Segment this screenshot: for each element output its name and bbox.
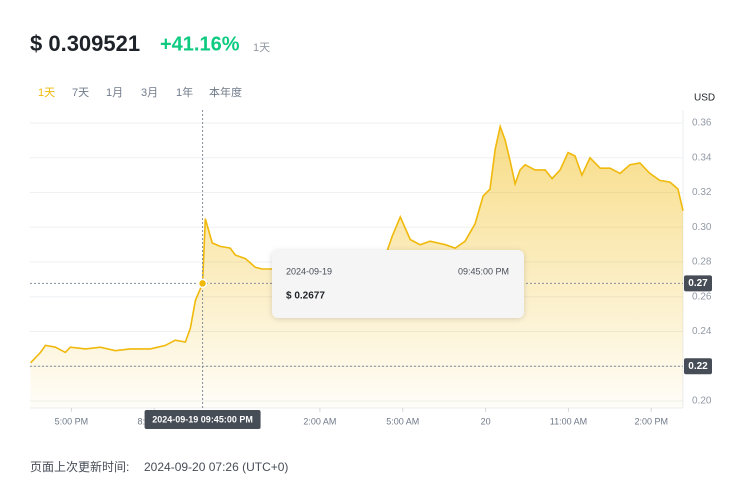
y-tick-label: 0.34 [692,152,712,163]
crosshair-y-label: 0.27 [688,278,708,289]
price-line [30,123,684,364]
crosshair-y-box [684,275,712,292]
price: $ 0.309521 [30,31,140,56]
x-tick-label: 5:00 AM [386,416,419,426]
reference-label: 0.22 [688,361,708,372]
y-tick-label: 0.30 [692,222,712,233]
y-axis-label: USD [694,93,715,104]
crosshair-point [197,278,208,289]
x-tick-label: 5:00 PM [55,416,89,426]
tooltip-price: $ 0.2677 [286,291,325,302]
crosshair-x-box [144,410,261,429]
y-tick-label: 0.24 [692,326,712,337]
y-tick-label: 0.26 [692,291,712,302]
tab[interactable]: 本年度 [209,85,242,99]
y-tick-label: 0.36 [692,118,712,129]
tooltip [272,250,524,318]
tab[interactable]: 3月 [141,87,158,99]
y-tick-label: 0.20 [692,396,712,407]
tooltip-time: 09:45:00 PM [458,266,509,276]
x-tick-label: 20 [481,416,491,426]
x-tick-label: 2:00 PM [634,416,668,426]
reference-label-box [684,358,712,375]
crosshair-x-label: 2024-09-19 09:45:00 PM [152,414,253,424]
tooltip-date: 2024-09-19 [286,266,332,276]
tab[interactable]: 1年 [176,85,193,99]
y-tick-label: 0.32 [692,187,712,198]
x-tick-label: 2:00 AM [303,416,336,426]
footer-label: 页面上次更新时间: [30,459,129,474]
footer-time: 2024-09-20 07:26 (UTC+0) [144,460,288,474]
tabs: 1天 7天 1月 3月 1年 本年度 [38,85,242,99]
tab[interactable]: 1月 [106,87,123,99]
x-tick-label: 11:00 AM [550,416,587,426]
tab[interactable]: 1天 [38,87,55,99]
period: 1天 [253,42,270,54]
tab[interactable]: 7天 [72,87,89,99]
plot: USD 0.20 0.22 0.24 0.26 0.28 0.30 0.32 0.34 0.36 5… [30,93,715,429]
change: +41.16% [160,33,240,55]
y-tick-label: 0.28 [692,257,712,268]
